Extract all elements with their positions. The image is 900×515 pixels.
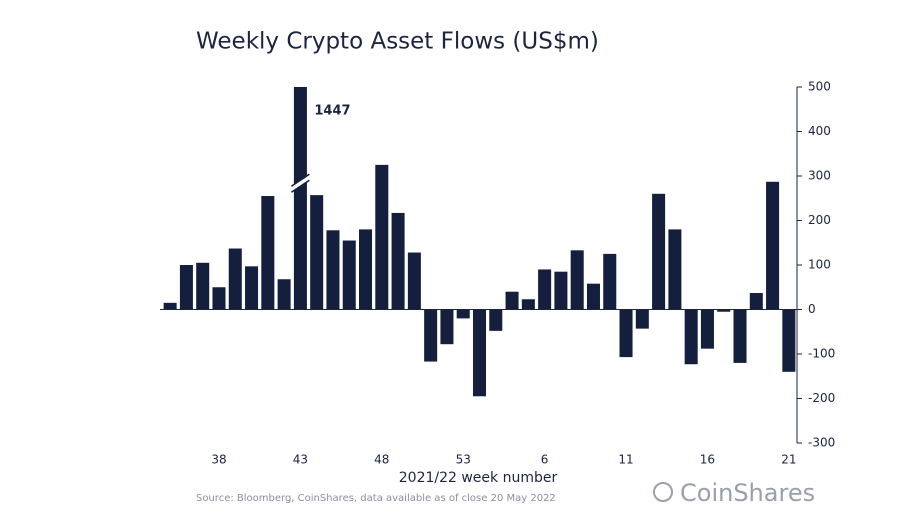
x-tick-label: 43: [293, 453, 308, 467]
bar: [521, 299, 535, 310]
bar: [261, 196, 275, 310]
x-tick-label: 21: [781, 453, 796, 467]
bar: [619, 309, 633, 358]
bar: [489, 309, 503, 331]
bar: [505, 291, 519, 310]
y-tick-label: -300: [808, 436, 835, 450]
bar: [179, 265, 193, 310]
bar: [342, 240, 356, 310]
y-tick-label: -100: [808, 347, 835, 361]
y-tick-label: 100: [808, 258, 831, 272]
bar: [440, 309, 454, 345]
bar: [749, 293, 763, 310]
bar: [375, 164, 389, 310]
value-label: 1447: [314, 104, 350, 119]
axis-break: [291, 174, 310, 193]
logo-icon: [653, 482, 673, 502]
bar: [782, 309, 796, 372]
bar: [424, 309, 438, 362]
bar: [228, 248, 242, 310]
y-tick-label: 200: [808, 213, 831, 227]
bar: [245, 266, 259, 310]
bar: [538, 269, 552, 310]
x-tick-label: 6: [541, 453, 549, 467]
x-tick-label: 16: [700, 453, 715, 467]
bar: [326, 230, 340, 310]
bar: [359, 229, 373, 310]
axis-break-line: [290, 173, 310, 187]
bar: [391, 212, 405, 310]
bar: [668, 229, 682, 310]
x-tick-label: 38: [211, 453, 226, 467]
bar: [407, 252, 421, 310]
y-tick-label: -200: [808, 391, 835, 405]
bar: [554, 271, 568, 310]
axis-break-line: [290, 179, 310, 193]
bar: [310, 195, 324, 310]
bar: [277, 279, 291, 310]
bar: [570, 250, 584, 310]
bar: [212, 287, 226, 310]
bar: [652, 193, 666, 310]
bar: [635, 309, 649, 329]
y-tick-label: 0: [808, 302, 816, 316]
logo: CoinShares: [680, 479, 815, 507]
chart-title: Weekly Crypto Asset Flows (US$m): [196, 29, 599, 55]
bar: [733, 309, 747, 363]
bar: [766, 181, 780, 310]
bar: [684, 309, 698, 365]
source-note: Source: Bloomberg, CoinShares, data avai…: [196, 493, 556, 504]
bar: [700, 309, 714, 349]
bar: [472, 309, 487, 397]
y-tick-label: 400: [808, 124, 831, 138]
bar: [717, 309, 731, 312]
x-tick-label: 53: [456, 453, 471, 467]
y-tick-label: 500: [808, 80, 831, 94]
x-tick-label: 48: [374, 453, 389, 467]
x-axis-label: 2021/22 week number: [399, 470, 558, 486]
bar: [196, 262, 210, 310]
x-tick-label: 11: [618, 453, 633, 467]
bar: [603, 253, 617, 310]
bar: [456, 309, 470, 319]
y-tick-label: 300: [808, 169, 831, 183]
bar: [163, 302, 177, 310]
bar: [293, 87, 307, 310]
bar: [586, 283, 600, 310]
